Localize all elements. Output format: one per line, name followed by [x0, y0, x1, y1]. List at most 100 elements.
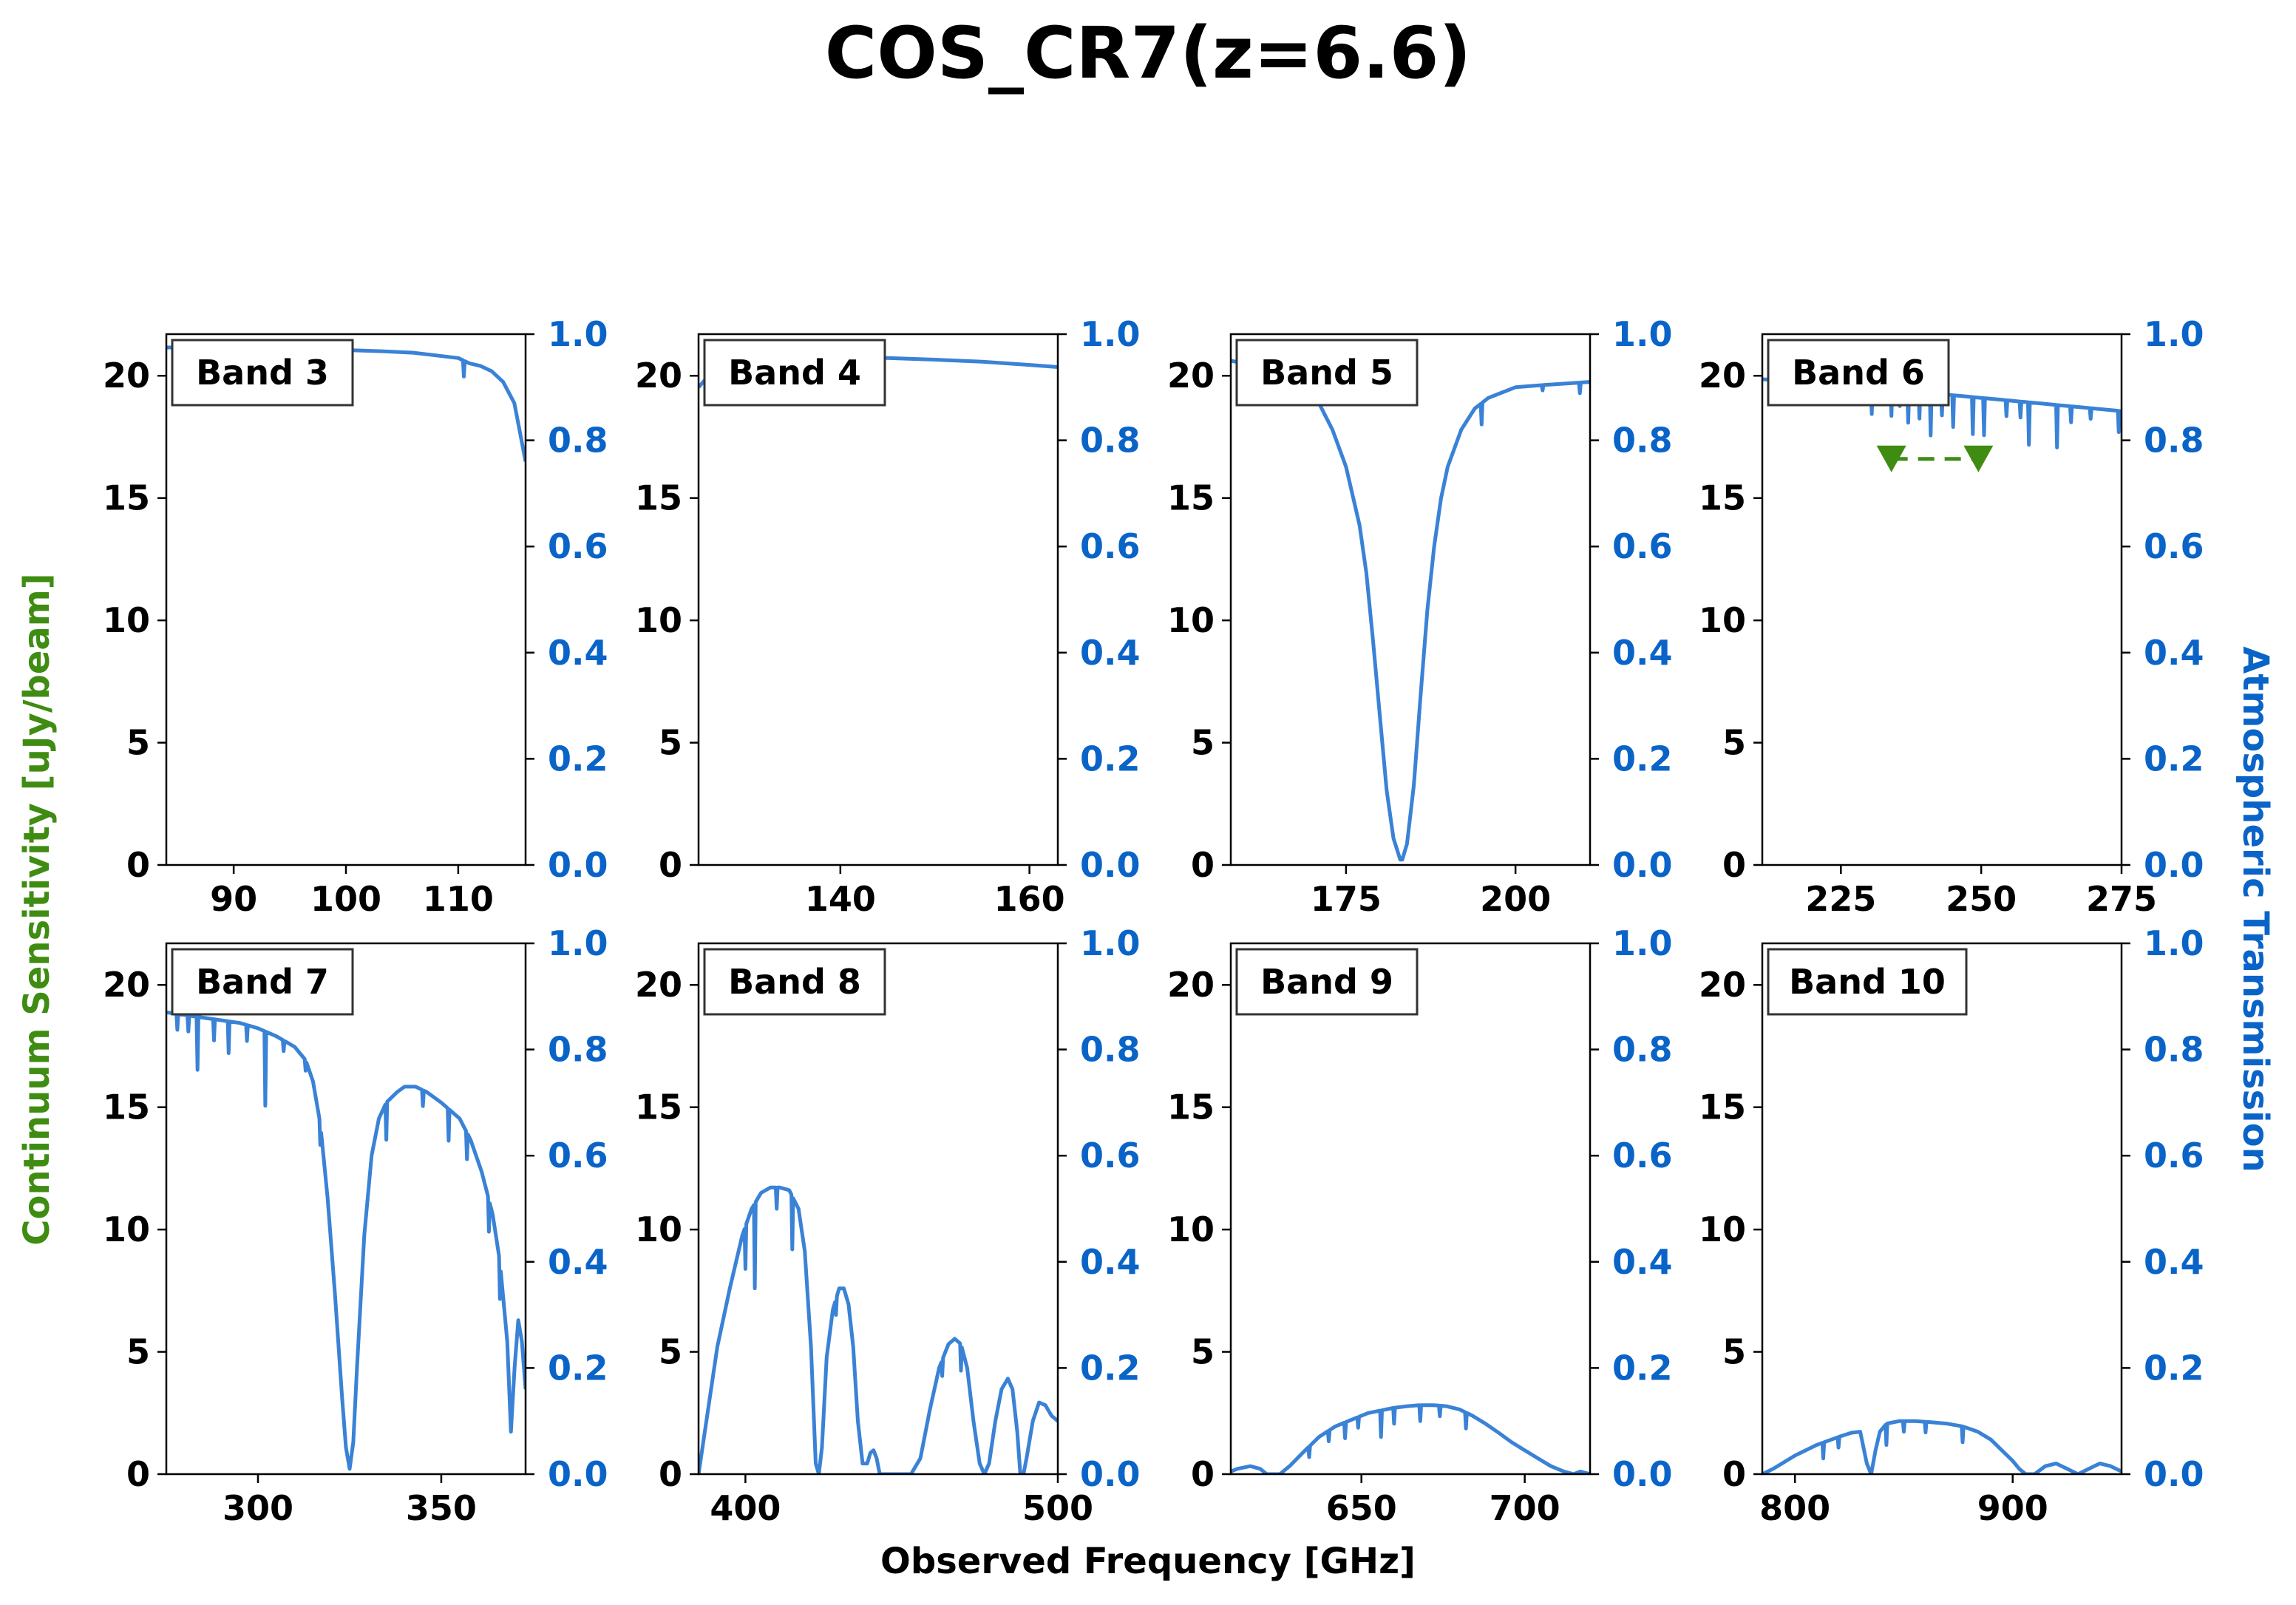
band-label-text: Band 7 [196, 962, 329, 1002]
left-tick-label: 10 [1167, 600, 1215, 640]
right-tick-label: 1.0 [1080, 314, 1141, 354]
transmission-line-band-7 [166, 1010, 526, 1471]
left-tick-label: 5 [1722, 723, 1746, 763]
left-tick-label: 20 [1699, 965, 1746, 1005]
right-tick-label: 0.4 [2144, 1242, 2204, 1282]
right-tick-label: 1.0 [1080, 923, 1141, 963]
right-tick-label: 0.6 [2144, 1136, 2204, 1175]
band-label-box [1767, 339, 1950, 407]
band-label-box [1235, 948, 1419, 1016]
panel-band-6: 0 5 10 15 20 0.0 0.2 0.4 0.6 0.8 1.0 225 250 275 Band … [1699, 314, 2204, 919]
right-tick-label: 0.6 [548, 1136, 608, 1175]
left-tick-label: 5 [1191, 723, 1215, 763]
band-label-box [703, 339, 886, 407]
right-tick-label: 1.0 [1612, 923, 1673, 963]
band-label-band-7: Band 7 [171, 948, 354, 1016]
right-tick-label: 0.2 [1080, 739, 1141, 778]
chart-title: COS_CR7(z=6.6) [825, 12, 1472, 95]
band-label-text: Band 6 [1792, 353, 1925, 393]
right-tick-label: 1.0 [1612, 314, 1673, 354]
right-tick-label: 0.6 [1612, 526, 1673, 566]
right-tick-label: 0.8 [2144, 421, 2204, 461]
right-tick-label: 0.8 [2144, 1030, 2204, 1070]
right-tick-label: 0.0 [2144, 1454, 2204, 1494]
left-tick-label: 10 [1699, 600, 1746, 640]
right-tick-label: 0.8 [1080, 421, 1141, 461]
axes-frame-band-7 [165, 942, 527, 1476]
right-tick-label: 0.0 [1612, 1454, 1673, 1494]
band-label-box [171, 948, 354, 1016]
left-tick-label: 15 [635, 1087, 682, 1127]
right-tick-label: 1.0 [548, 923, 608, 963]
right-tick-label: 0.2 [548, 1348, 608, 1388]
right-tick-label: 1.0 [548, 314, 608, 354]
left-tick-label: 5 [126, 723, 150, 763]
right-tick-label: 0.6 [1080, 1136, 1141, 1175]
y-axis-label-left: Continuum Sensitivity [uJy/beam] [16, 573, 58, 1245]
left-tick-label: 15 [103, 1087, 150, 1127]
right-tick-label: 0.4 [1612, 1242, 1673, 1282]
right-tick-label: 0.0 [2144, 845, 2204, 885]
right-tick-label: 1.0 [2144, 923, 2204, 963]
left-tick-label: 10 [635, 1209, 682, 1249]
right-tick-label: 0.2 [548, 739, 608, 778]
x-tick-label: 225 [1805, 879, 1876, 919]
sensitivity-upper-limit-marker [1876, 445, 1906, 472]
right-tick-label: 0.4 [1080, 1242, 1141, 1282]
left-tick-label: 20 [103, 356, 150, 396]
band-label-band-8: Band 8 [703, 948, 886, 1016]
left-tick-label: 15 [635, 478, 682, 518]
panel-band-8: 0 5 10 15 20 0.0 0.2 0.4 0.6 0.8 1.0 400 500 Band 8 [635, 923, 1141, 1528]
left-tick-label: 10 [103, 600, 150, 640]
sensitivity-upper-limit-marker [1963, 445, 1994, 472]
transmission-line-band-10 [1762, 1419, 2122, 1474]
left-tick-label: 20 [1167, 356, 1215, 396]
right-tick-label: 0.0 [548, 1454, 608, 1494]
y-axis-label-right: Atmospheric Transmission [2235, 646, 2276, 1173]
x-tick-label: 400 [710, 1488, 781, 1528]
right-tick-label: 0.8 [1612, 421, 1673, 461]
right-tick-label: 0.8 [1080, 1030, 1141, 1070]
transmission-line-band-9 [1231, 1403, 1590, 1474]
right-tick-label: 0.6 [1612, 1136, 1673, 1175]
left-tick-label: 0 [126, 1454, 150, 1494]
right-tick-label: 0.2 [1080, 1348, 1141, 1388]
right-tick-label: 0.2 [2144, 1348, 2204, 1388]
right-tick-label: 0.0 [1080, 1454, 1141, 1494]
panel-band-4: 0 5 10 15 20 0.0 0.2 0.4 0.6 0.8 1.0 140 160 Band 4 [635, 314, 1141, 919]
left-tick-label: 5 [126, 1332, 150, 1372]
x-tick-label: 250 [1946, 879, 2017, 919]
right-tick-label: 0.4 [548, 633, 608, 673]
band-label-box [703, 948, 886, 1016]
right-tick-label: 0.4 [548, 1242, 608, 1282]
left-tick-label: 5 [1722, 1332, 1746, 1372]
band-label-text: Band 10 [1789, 962, 1946, 1002]
x-tick-label: 175 [1311, 879, 1382, 919]
band-label-band-10: Band 10 [1767, 948, 1968, 1016]
band-label-band-9: Band 9 [1235, 948, 1419, 1016]
left-tick-label: 0 [1191, 1454, 1215, 1494]
right-tick-label: 0.4 [1080, 633, 1141, 673]
left-tick-label: 5 [659, 723, 682, 763]
left-tick-label: 10 [1699, 1209, 1746, 1249]
panel-band-7: 0 5 10 15 20 0.0 0.2 0.4 0.6 0.8 1.0 300 350 Band 7 [103, 923, 608, 1528]
left-tick-label: 0 [126, 845, 150, 885]
band-label-box [1767, 948, 1968, 1016]
band-label-band-6: Band 6 [1767, 339, 1950, 407]
panel-band-3: 0 5 10 15 20 0.0 0.2 0.4 0.6 0.8 1.0 90 100 110 Band 3 [103, 314, 608, 919]
right-tick-label: 0.2 [1612, 1348, 1673, 1388]
axes-frame-band-4 [697, 333, 1059, 866]
left-tick-label: 20 [635, 965, 682, 1005]
x-tick-label: 700 [1490, 1488, 1560, 1528]
x-tick-label: 900 [1977, 1488, 2048, 1528]
right-tick-label: 0.8 [1612, 1030, 1673, 1070]
left-tick-label: 0 [659, 845, 682, 885]
axes-frame-band-9 [1229, 942, 1592, 1476]
left-tick-label: 0 [1191, 845, 1215, 885]
left-tick-label: 15 [1699, 1087, 1746, 1127]
x-tick-label: 100 [310, 879, 381, 919]
left-tick-label: 5 [1191, 1332, 1215, 1372]
transmission-line-band-8 [699, 1185, 1058, 1474]
x-tick-label: 300 [223, 1488, 293, 1528]
